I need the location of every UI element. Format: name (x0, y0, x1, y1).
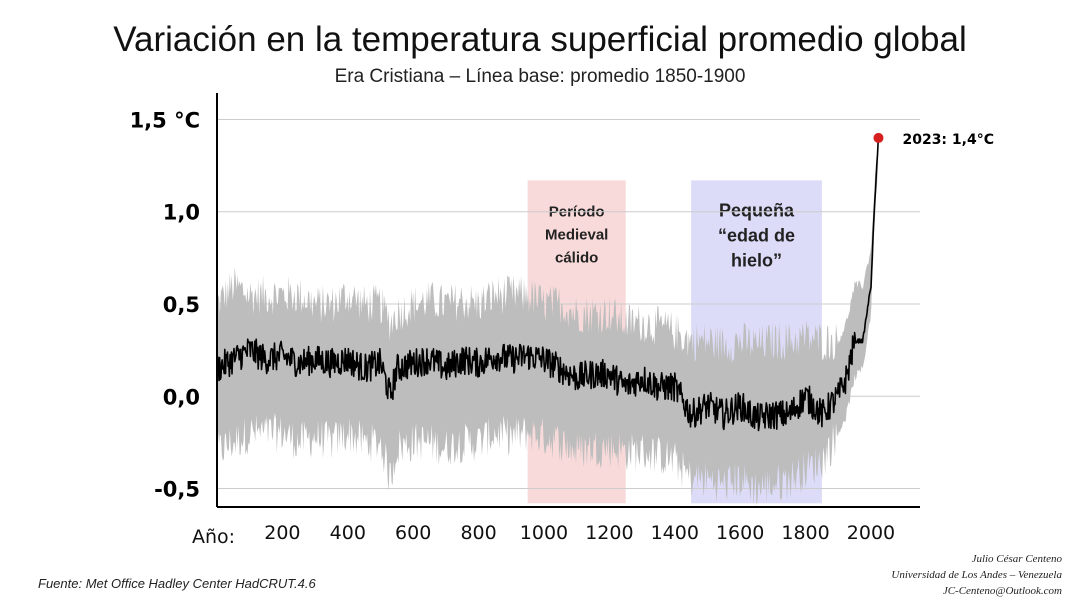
series-line-0 (216, 137, 880, 432)
x-tick-label-0: 200 (264, 522, 300, 544)
axes (216, 93, 920, 508)
y-tick-label-3: 1,0 (163, 201, 200, 225)
chart-subtitle: Era Cristiana – Línea base: promedio 185… (334, 66, 746, 87)
period-label-1-2: hielo” (731, 250, 782, 270)
author-name: Julio César Centeno (971, 553, 1062, 565)
x-axis-title: Año: (192, 526, 235, 548)
y-tick-label-0: -0,5 (154, 478, 200, 502)
period-label-1-0: Pequeña (719, 200, 795, 220)
tick-labels: -0,5 0,0 0,5 1,0 1,5 °C Año: 200 400 600 800 1000 1… (130, 108, 896, 548)
y-tick-label-1: 0,0 (163, 385, 200, 409)
x-tick-label-8: 1800 (781, 522, 829, 544)
uncertainty-band-0 (217, 129, 879, 506)
x-tick-label-3: 800 (460, 522, 496, 544)
x-tick-label-2: 600 (395, 522, 431, 544)
author-affiliation: Universidad de Los Andes – Venezuela (891, 569, 1062, 581)
annotations: 2023: 1,4°C (873, 132, 994, 148)
x-tick-label-1: 400 (330, 522, 366, 544)
highlight-label: 2023: 1,4°C (902, 132, 994, 148)
x-tick-label-5: 1200 (585, 522, 633, 544)
period-label-1-1: “edad de (718, 225, 795, 245)
author-credits: Julio César Centeno Universidad de Los A… (891, 551, 1062, 599)
y-tick-label-2: 0,5 (163, 293, 200, 317)
series-lines (216, 137, 880, 432)
x-tick-label-6: 1400 (651, 522, 699, 544)
uncertainty-band (217, 129, 879, 506)
period-label-0-2: cálido (555, 249, 598, 266)
chart-title: Variación en la temperatura superficial … (113, 20, 967, 59)
x-tick-label-7: 1600 (716, 522, 764, 544)
y-tick-label-4: 1,5 °C (130, 108, 200, 132)
source-note: Fuente: Met Office Hadley Center HadCRUT… (38, 576, 316, 591)
x-tick-label-4: 1000 (520, 522, 568, 544)
period-label-0-1: Medieval (545, 226, 608, 243)
highlight-point (873, 132, 884, 143)
x-tick-label-9: 2000 (847, 522, 895, 544)
author-email: JC-Centeno@Outlook.com (942, 585, 1062, 597)
